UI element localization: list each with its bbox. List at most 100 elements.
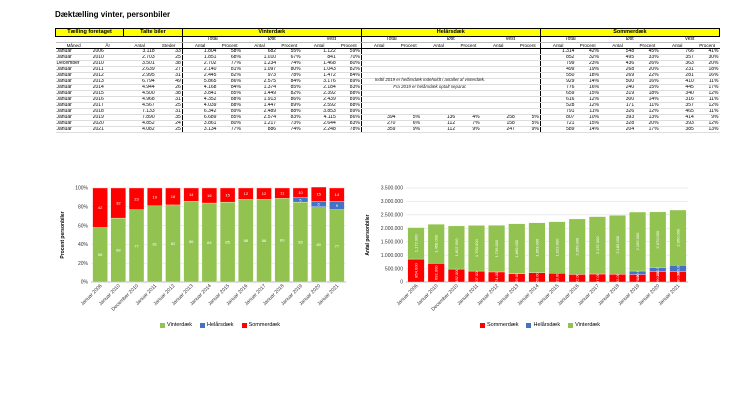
table-cell: Januar	[55, 120, 92, 127]
table-cell: 88%	[217, 102, 242, 109]
table-cell: 10%	[575, 114, 600, 121]
table-cell: 25	[155, 126, 183, 133]
table-cell: 204	[599, 126, 636, 133]
table-cell: 500	[599, 78, 636, 85]
column-header: Procent	[217, 42, 242, 49]
table-cell: 25	[155, 54, 183, 61]
table-cell: 9%	[396, 126, 421, 133]
bar	[147, 187, 163, 207]
data-label: 9	[336, 203, 339, 208]
y-tick-label: 100%	[75, 186, 88, 192]
table-cell: 12%	[575, 96, 600, 103]
table-cell: 31	[155, 72, 183, 79]
table-cell: 2.995	[123, 72, 156, 79]
data-label: 85	[225, 240, 230, 245]
column-header: Procent	[396, 42, 421, 49]
data-label: 42	[98, 205, 103, 210]
table-cell: 659	[539, 90, 576, 97]
table-cell: 15%	[575, 120, 600, 127]
table-cell	[515, 72, 541, 79]
table-cell	[396, 66, 421, 73]
bar	[183, 187, 199, 202]
table-cell: 12%	[694, 102, 720, 109]
table-cell: 18%	[575, 72, 600, 79]
table-cell: 42%	[575, 48, 600, 55]
table-cell: 357	[659, 102, 695, 109]
table-cell: 74%	[277, 60, 302, 67]
column-header: Procent	[515, 42, 541, 49]
data-label: 19	[153, 194, 158, 199]
table-row: Januar 2010 2.703 25 1.851 68% 1.010 67% 841 70% 8…	[55, 54, 720, 61]
table-cell: 13%	[694, 126, 720, 133]
data-label: 297.000	[595, 270, 600, 285]
y-tick-label: 3.000.000	[381, 199, 403, 205]
table-cell: 2011	[91, 66, 124, 73]
data-label: 14	[335, 192, 340, 197]
table-cell: 83%	[336, 120, 362, 127]
column-header: Procent	[456, 42, 481, 49]
table-cell: 26%	[635, 60, 660, 67]
table-cell: 721	[539, 120, 576, 127]
data-label: 1.700.000	[474, 239, 479, 258]
data-label: 88	[244, 238, 249, 243]
table-cell: 31	[155, 96, 183, 103]
table-cell: 445	[659, 84, 695, 91]
table-cell: 2.140	[181, 66, 218, 73]
table-cell	[360, 90, 397, 97]
table-cell: 2.702	[181, 60, 218, 67]
column-header: Steder	[155, 42, 183, 49]
table-row: Januar 2019 7.890 35 6.689 85% 2.574 83% 4.115 86…	[55, 114, 720, 121]
table-cell: 1.468	[301, 60, 337, 67]
data-label: 292.000	[615, 270, 620, 285]
table-cell: 11%	[694, 78, 720, 85]
table-cell: 20%	[694, 60, 720, 67]
table-cell: 9%	[456, 126, 481, 133]
y-tick-label: 1.500.000	[381, 239, 403, 245]
bar	[447, 225, 465, 270]
legend-label: Vinterdæk	[167, 322, 192, 328]
table-cell: 1.043	[301, 66, 337, 73]
column-header: Måned	[55, 42, 92, 49]
table-cell: 5%	[515, 120, 541, 127]
y-axis-title: Procent personbiler	[60, 211, 66, 258]
table-cell	[456, 108, 481, 115]
table-cell: 929	[539, 78, 576, 85]
table-cell: 59%	[336, 48, 362, 55]
y-tick-label: 0%	[81, 280, 89, 286]
data-label: 279.000	[635, 270, 640, 285]
table-cell: 791	[539, 108, 576, 115]
data-label: 407.000	[474, 269, 479, 284]
legend-swatch	[241, 322, 247, 328]
data-label: 2.060.000	[675, 228, 680, 247]
table-cell: 18%	[694, 66, 720, 73]
data-label: 1.922.000	[554, 238, 559, 257]
table-cell: 4.852	[123, 120, 156, 127]
table-cell	[515, 96, 541, 103]
table-cell: 74%	[277, 126, 302, 133]
table-cell: 12%	[694, 90, 720, 97]
legend-swatch	[480, 322, 485, 328]
bar	[488, 225, 506, 273]
table-cell: 89%	[336, 96, 362, 103]
table-cell: 357	[659, 54, 695, 61]
table-cell: 15%	[575, 90, 600, 97]
table-cell: Januar	[55, 126, 92, 133]
column-header: Antal	[599, 42, 636, 49]
table-cell: 86%	[277, 96, 302, 103]
table-cell: December	[55, 60, 92, 67]
bar	[609, 215, 626, 275]
data-label: 374.000	[494, 269, 499, 284]
table-cell: 80%	[277, 66, 302, 73]
table-cell: 4.944	[123, 84, 156, 91]
table-cell: 67%	[277, 54, 302, 61]
percent-chart: 0% 20% 40% 60% 80% 100% Procent personbiler 58 4…	[55, 182, 355, 332]
data-label: 1.853.000	[534, 238, 539, 257]
table-cell: 6%	[396, 120, 421, 127]
column-header: Procent	[336, 42, 362, 49]
region-header: Total	[360, 36, 421, 43]
data-label: 1.736.000	[494, 239, 499, 258]
table-cell: Januar	[55, 48, 92, 55]
table-cell: 410	[659, 78, 695, 85]
table-cell: 2017	[91, 102, 124, 109]
legend-item-winter: Vinterdæk	[568, 322, 600, 328]
